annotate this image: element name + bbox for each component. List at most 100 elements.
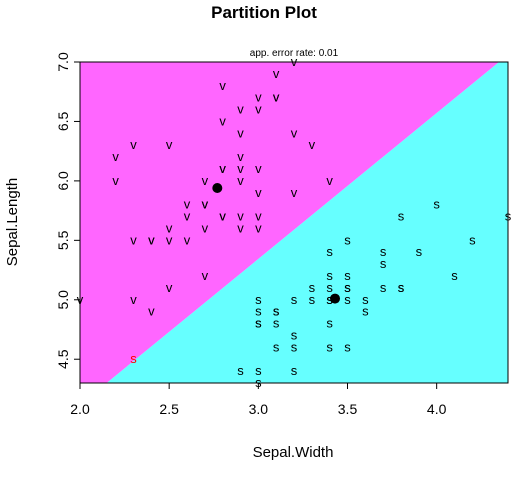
- point-v: v: [237, 220, 244, 235]
- point-s: s: [255, 363, 262, 378]
- point-v: v: [291, 125, 298, 140]
- point-s: s: [326, 339, 333, 354]
- point-v: v: [237, 102, 244, 117]
- point-v: v: [273, 66, 280, 81]
- point-s: s: [291, 327, 298, 342]
- point-s: s: [344, 268, 351, 283]
- point-v: v: [255, 220, 262, 235]
- x-axis: 2.0 2.5 3.0 3.5 4.0: [70, 382, 508, 417]
- point-s: s: [291, 363, 298, 378]
- point-v: v: [219, 161, 226, 176]
- point-s: s: [344, 280, 351, 295]
- point-s: s: [362, 292, 369, 307]
- point-v: v: [237, 173, 244, 188]
- point-v: v: [219, 209, 226, 224]
- chart-title: Partition Plot: [211, 3, 317, 22]
- point-v: v: [291, 185, 298, 200]
- point-s: s: [380, 280, 387, 295]
- centroid-v: [212, 183, 223, 194]
- point-s: s: [273, 316, 280, 331]
- point-v: v: [219, 78, 226, 93]
- point-s: s: [273, 304, 280, 319]
- point-s: s: [309, 280, 316, 295]
- x-tick-label: 2.5: [159, 401, 179, 417]
- point-v: v: [130, 232, 137, 247]
- point-v: v: [255, 102, 262, 117]
- point-s: s: [309, 292, 316, 307]
- point-s: s: [344, 339, 351, 354]
- point-v: v: [112, 149, 119, 164]
- y-tick-label: 5.5: [55, 230, 71, 250]
- point-s: s: [398, 280, 405, 295]
- x-tick-label: 2.0: [70, 401, 90, 417]
- y-tick-label: 6.0: [55, 171, 71, 191]
- point-v: v: [255, 209, 262, 224]
- point-v: v: [202, 173, 209, 188]
- point-s: s: [344, 280, 351, 295]
- point-v: v: [166, 137, 173, 152]
- point-s: s: [326, 268, 333, 283]
- y-axis: 4.5 5.0 5.5 6.0 6.5 7.0: [55, 52, 81, 383]
- point-s: s: [255, 316, 262, 331]
- point-v: v: [326, 173, 333, 188]
- point-v: v: [219, 113, 226, 128]
- point-s: s: [398, 280, 405, 295]
- point-s: s: [380, 244, 387, 259]
- point-s: s: [451, 268, 458, 283]
- point-v: v: [309, 137, 316, 152]
- point-s: s: [273, 339, 280, 354]
- point-s: s: [326, 316, 333, 331]
- point-v: v: [237, 125, 244, 140]
- point-s: s: [237, 363, 244, 378]
- point-s: s: [255, 292, 262, 307]
- y-tick-label: 4.5: [55, 349, 71, 369]
- centroid-s: [330, 293, 341, 304]
- y-tick-label: 6.5: [55, 112, 71, 132]
- error-rate-note: app. error rate: 0.01: [250, 48, 339, 59]
- point-s: s: [380, 256, 387, 271]
- point-v: v: [166, 232, 173, 247]
- y-tick-label: 7.0: [55, 52, 71, 72]
- region-s: [106, 62, 508, 383]
- point-v: v: [112, 173, 119, 188]
- x-axis-label: Sepal.Width: [253, 444, 334, 461]
- point-v: v: [219, 161, 226, 176]
- region-v: [80, 62, 500, 383]
- point-v: v: [237, 161, 244, 176]
- point-v: v: [255, 185, 262, 200]
- point-s: s: [326, 244, 333, 259]
- point-v: v: [148, 232, 155, 247]
- y-axis-label: Sepal.Length: [4, 178, 21, 266]
- x-tick-label: 4.0: [427, 401, 447, 417]
- point-v: v: [148, 304, 155, 319]
- x-tick-label: 3.5: [338, 401, 358, 417]
- point-s: s: [344, 292, 351, 307]
- point-s: s: [326, 292, 333, 307]
- point-v: v: [130, 292, 137, 307]
- centroid-layer: [212, 183, 341, 304]
- x-tick-label: 3.0: [249, 401, 269, 417]
- point-s: s: [255, 304, 262, 319]
- point-v: v: [255, 161, 262, 176]
- point-s: s: [398, 209, 405, 224]
- point-v: v: [237, 209, 244, 224]
- point-v: v: [273, 90, 280, 105]
- point-v: v: [184, 209, 191, 224]
- point-v: v: [184, 197, 191, 212]
- point-v: v: [202, 197, 209, 212]
- point-v: v: [255, 90, 262, 105]
- point-s: s: [255, 316, 262, 331]
- point-v: v: [202, 268, 209, 283]
- point-s: s: [291, 339, 298, 354]
- point-v: v: [148, 232, 155, 247]
- point-s: s: [416, 244, 423, 259]
- point-v: v: [202, 220, 209, 235]
- point-v: v: [166, 220, 173, 235]
- point-s: s: [291, 292, 298, 307]
- point-s: s: [273, 304, 280, 319]
- point-s: s: [344, 232, 351, 247]
- point-v: v: [237, 149, 244, 164]
